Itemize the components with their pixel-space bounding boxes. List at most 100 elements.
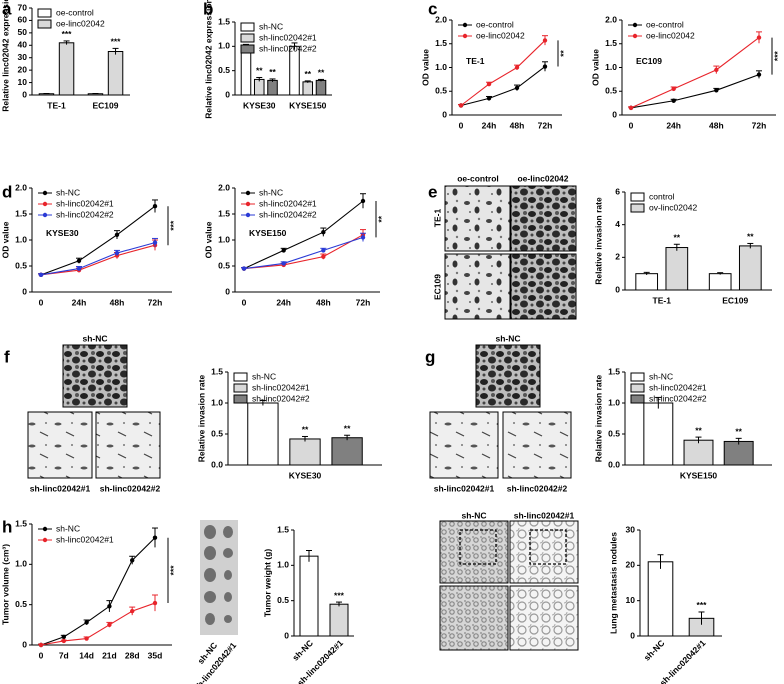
panel-letter: f — [4, 347, 10, 366]
y-axis-label: Tumor weight (g) — [262, 549, 272, 617]
legend-swatch — [240, 44, 255, 54]
y-tick-label: 0 — [630, 630, 635, 640]
micrograph — [62, 344, 128, 408]
image-panel-h: sh-NC sh-linc02042#1 — [192, 520, 238, 684]
legend-label: sh-linc02042#2 — [259, 43, 317, 53]
legend-marker — [42, 201, 48, 207]
image-label: TE-1 — [432, 209, 442, 228]
y-tick-label: 1.0 — [15, 559, 27, 569]
micrograph — [510, 253, 577, 320]
image-label: oe-control — [457, 173, 499, 183]
micrograph — [509, 520, 579, 584]
bar — [723, 440, 754, 466]
zoom-box — [529, 529, 567, 565]
y-tick-label: 1.0 — [15, 234, 27, 244]
point — [360, 198, 366, 204]
image-panel-g: sh-NC sh-linc02042#1 sh-linc02042#2 — [429, 333, 572, 493]
y-tick-label: 2.0 — [218, 182, 230, 192]
y-tick-label: 1.0 — [218, 234, 230, 244]
series-line — [460, 66, 546, 107]
legend-marker — [42, 190, 48, 196]
legend-label: sh-NC — [259, 187, 283, 197]
bar — [738, 245, 762, 291]
legend-label: sh-NC — [56, 187, 80, 197]
point — [628, 105, 634, 111]
legend-swatch — [233, 394, 248, 404]
y-tick-label: 1.0 — [608, 397, 620, 407]
image-label: sh-NC — [82, 333, 107, 343]
point — [130, 558, 135, 563]
series-line — [40, 244, 156, 276]
image-panel-e: oe-control oe-linc02042 TE-1 EC109 — [432, 173, 577, 320]
significance-label: ** — [376, 215, 386, 222]
point — [130, 608, 135, 614]
legend-marker — [462, 33, 468, 39]
y-tick-label: 20 — [626, 560, 636, 570]
legend-marker — [632, 33, 638, 39]
bar — [58, 42, 75, 96]
x-tick-label: 0 — [39, 297, 44, 307]
point — [321, 248, 326, 253]
y-tick-label: 2.0 — [435, 14, 447, 24]
series-line — [40, 602, 156, 646]
micrograph — [27, 411, 93, 479]
legend-label: oe-control — [476, 19, 514, 29]
significance-label: *** — [62, 29, 73, 39]
bar — [289, 45, 300, 96]
legend-swatch — [240, 22, 255, 32]
point — [84, 636, 89, 641]
y-tick-label: 1.0 — [605, 62, 617, 72]
y-tick-label: 40 — [18, 40, 28, 50]
y-tick-label: 1.5 — [15, 208, 27, 218]
legend-label: sh-NC — [252, 371, 276, 381]
point — [514, 65, 520, 70]
series-line — [243, 234, 364, 270]
legend-swatch — [630, 394, 645, 404]
panel-letter: a — [2, 0, 12, 18]
x-tick-label: 35d — [148, 650, 163, 660]
x-tick-label: EC109 — [722, 295, 748, 305]
y-axis-label: OD value — [590, 49, 600, 86]
point — [542, 38, 548, 43]
image-label: sh-linc02042#2 — [507, 483, 568, 493]
point — [321, 230, 326, 235]
point — [152, 240, 158, 245]
x-tick-label: 48h — [316, 297, 331, 307]
bar — [665, 247, 689, 291]
x-tick-label: 14d — [79, 650, 94, 660]
point — [360, 235, 366, 240]
x-tick-label: 24h — [276, 297, 291, 307]
y-tick-label: 30 — [626, 524, 636, 534]
series-line — [630, 74, 760, 109]
legend-marker — [42, 526, 48, 532]
significance-label: *** — [334, 590, 345, 600]
x-tick-label: KYSE30 — [289, 470, 322, 480]
legend-swatch — [630, 203, 645, 213]
y-tick-label: 6 — [615, 186, 620, 196]
x-tick-label: 24h — [482, 120, 497, 130]
significance-label: ** — [269, 67, 276, 77]
bar — [683, 439, 714, 466]
x-tick-label: 24h — [72, 297, 87, 307]
legend-label: sh-linc02042#1 — [252, 382, 310, 392]
legend-swatch — [630, 372, 645, 382]
y-tick-label: 0 — [612, 109, 617, 119]
image-label: sh-NC — [495, 333, 520, 343]
point — [542, 64, 548, 69]
y-tick-label: 0 — [22, 639, 27, 649]
bar — [315, 79, 327, 96]
legend-label: sh-linc02042#1 — [649, 382, 707, 392]
significance-label: ** — [558, 49, 568, 56]
significance-label: *** — [772, 50, 782, 61]
bar — [253, 78, 265, 96]
y-tick-label: 0 — [225, 89, 230, 99]
legend-marker — [42, 537, 48, 543]
bar — [107, 51, 124, 96]
image-label: sh-linc02042#1 — [30, 483, 91, 493]
x-tick-label: 72h — [752, 120, 767, 130]
y-tick-label: 20 — [18, 64, 28, 74]
y-tick-label: 1.5 — [277, 524, 289, 534]
y-tick-label: 0.5 — [218, 260, 230, 270]
point — [61, 634, 66, 640]
